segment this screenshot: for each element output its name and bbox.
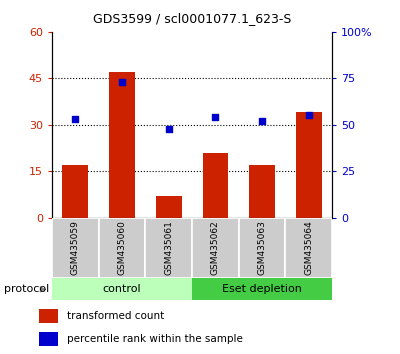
- Bar: [285, 218, 332, 278]
- Bar: [249, 165, 275, 218]
- Point: [72, 116, 78, 122]
- Bar: [156, 196, 182, 218]
- Text: Eset depletion: Eset depletion: [222, 284, 302, 295]
- Bar: [296, 113, 322, 218]
- Point: [119, 79, 125, 85]
- Bar: [52, 278, 192, 301]
- Text: protocol: protocol: [4, 284, 49, 295]
- Text: GSM435064: GSM435064: [304, 221, 313, 275]
- Text: GSM435061: GSM435061: [164, 220, 173, 275]
- Bar: [52, 218, 99, 278]
- Point: [212, 115, 218, 120]
- Bar: [109, 72, 135, 218]
- Bar: [145, 218, 192, 278]
- Text: percentile rank within the sample: percentile rank within the sample: [67, 334, 243, 344]
- Bar: [192, 278, 332, 301]
- Text: GSM435059: GSM435059: [71, 220, 80, 275]
- Bar: [62, 165, 88, 218]
- Text: GSM435062: GSM435062: [211, 221, 220, 275]
- Text: control: control: [103, 284, 141, 295]
- Point: [166, 126, 172, 131]
- Point: [259, 118, 265, 124]
- Bar: [192, 218, 239, 278]
- Bar: [202, 153, 228, 218]
- Text: GSM435063: GSM435063: [258, 220, 266, 275]
- Bar: [39, 332, 58, 346]
- Bar: [239, 218, 285, 278]
- Bar: [39, 309, 58, 323]
- Text: transformed count: transformed count: [67, 311, 164, 321]
- Point: [306, 113, 312, 118]
- Text: GDS3599 / scl0001077.1_623-S: GDS3599 / scl0001077.1_623-S: [93, 12, 291, 25]
- Bar: [99, 218, 145, 278]
- Text: GSM435060: GSM435060: [118, 220, 126, 275]
